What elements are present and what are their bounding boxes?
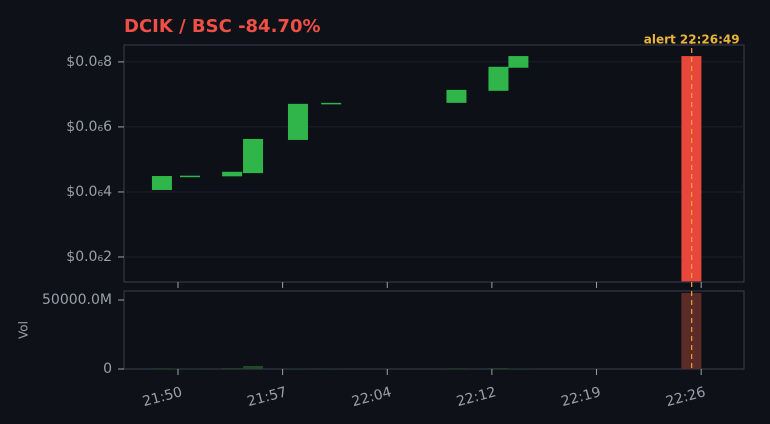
volume-bar <box>151 368 172 369</box>
price-panel <box>123 44 745 283</box>
y-tick-label: $0.0₆6 <box>66 119 112 135</box>
volume-axis-label: Vol <box>17 321 31 339</box>
candle-body <box>446 89 467 103</box>
alert-label: alert 22:26:49 <box>644 33 740 47</box>
x-tick-label: 21:57 <box>246 384 289 410</box>
volume-bar <box>446 368 467 369</box>
y2-tick-label: 50000.0M <box>42 292 112 308</box>
y-tick-label: $0.0₆4 <box>66 184 112 200</box>
x-tick-label: 21:50 <box>141 384 184 410</box>
candle-body <box>488 66 509 91</box>
candle-body <box>287 103 308 140</box>
candle-body <box>179 175 200 178</box>
y-tick-label: $0.0₆2 <box>66 249 112 265</box>
volume-bar <box>243 365 264 369</box>
candle-body <box>151 176 172 190</box>
volume-panel <box>123 290 745 370</box>
y-tick-label: $0.0₆8 <box>66 54 112 70</box>
x-tick-label: 22:19 <box>559 384 602 410</box>
y2-tick-label: 0 <box>103 361 112 377</box>
x-tick-label: 22:12 <box>455 384 498 410</box>
chart-title: DCIK / BSC -84.70% <box>124 16 321 37</box>
x-tick-label: 22:26 <box>664 384 707 410</box>
candle-body <box>508 56 529 68</box>
volume-bar <box>222 368 243 369</box>
candle-body <box>222 171 243 177</box>
candle-body <box>321 102 342 105</box>
candle-body <box>243 138 264 174</box>
volume-bar <box>488 368 509 369</box>
x-tick-label: 22:04 <box>350 384 393 410</box>
volume-bar <box>179 368 200 369</box>
